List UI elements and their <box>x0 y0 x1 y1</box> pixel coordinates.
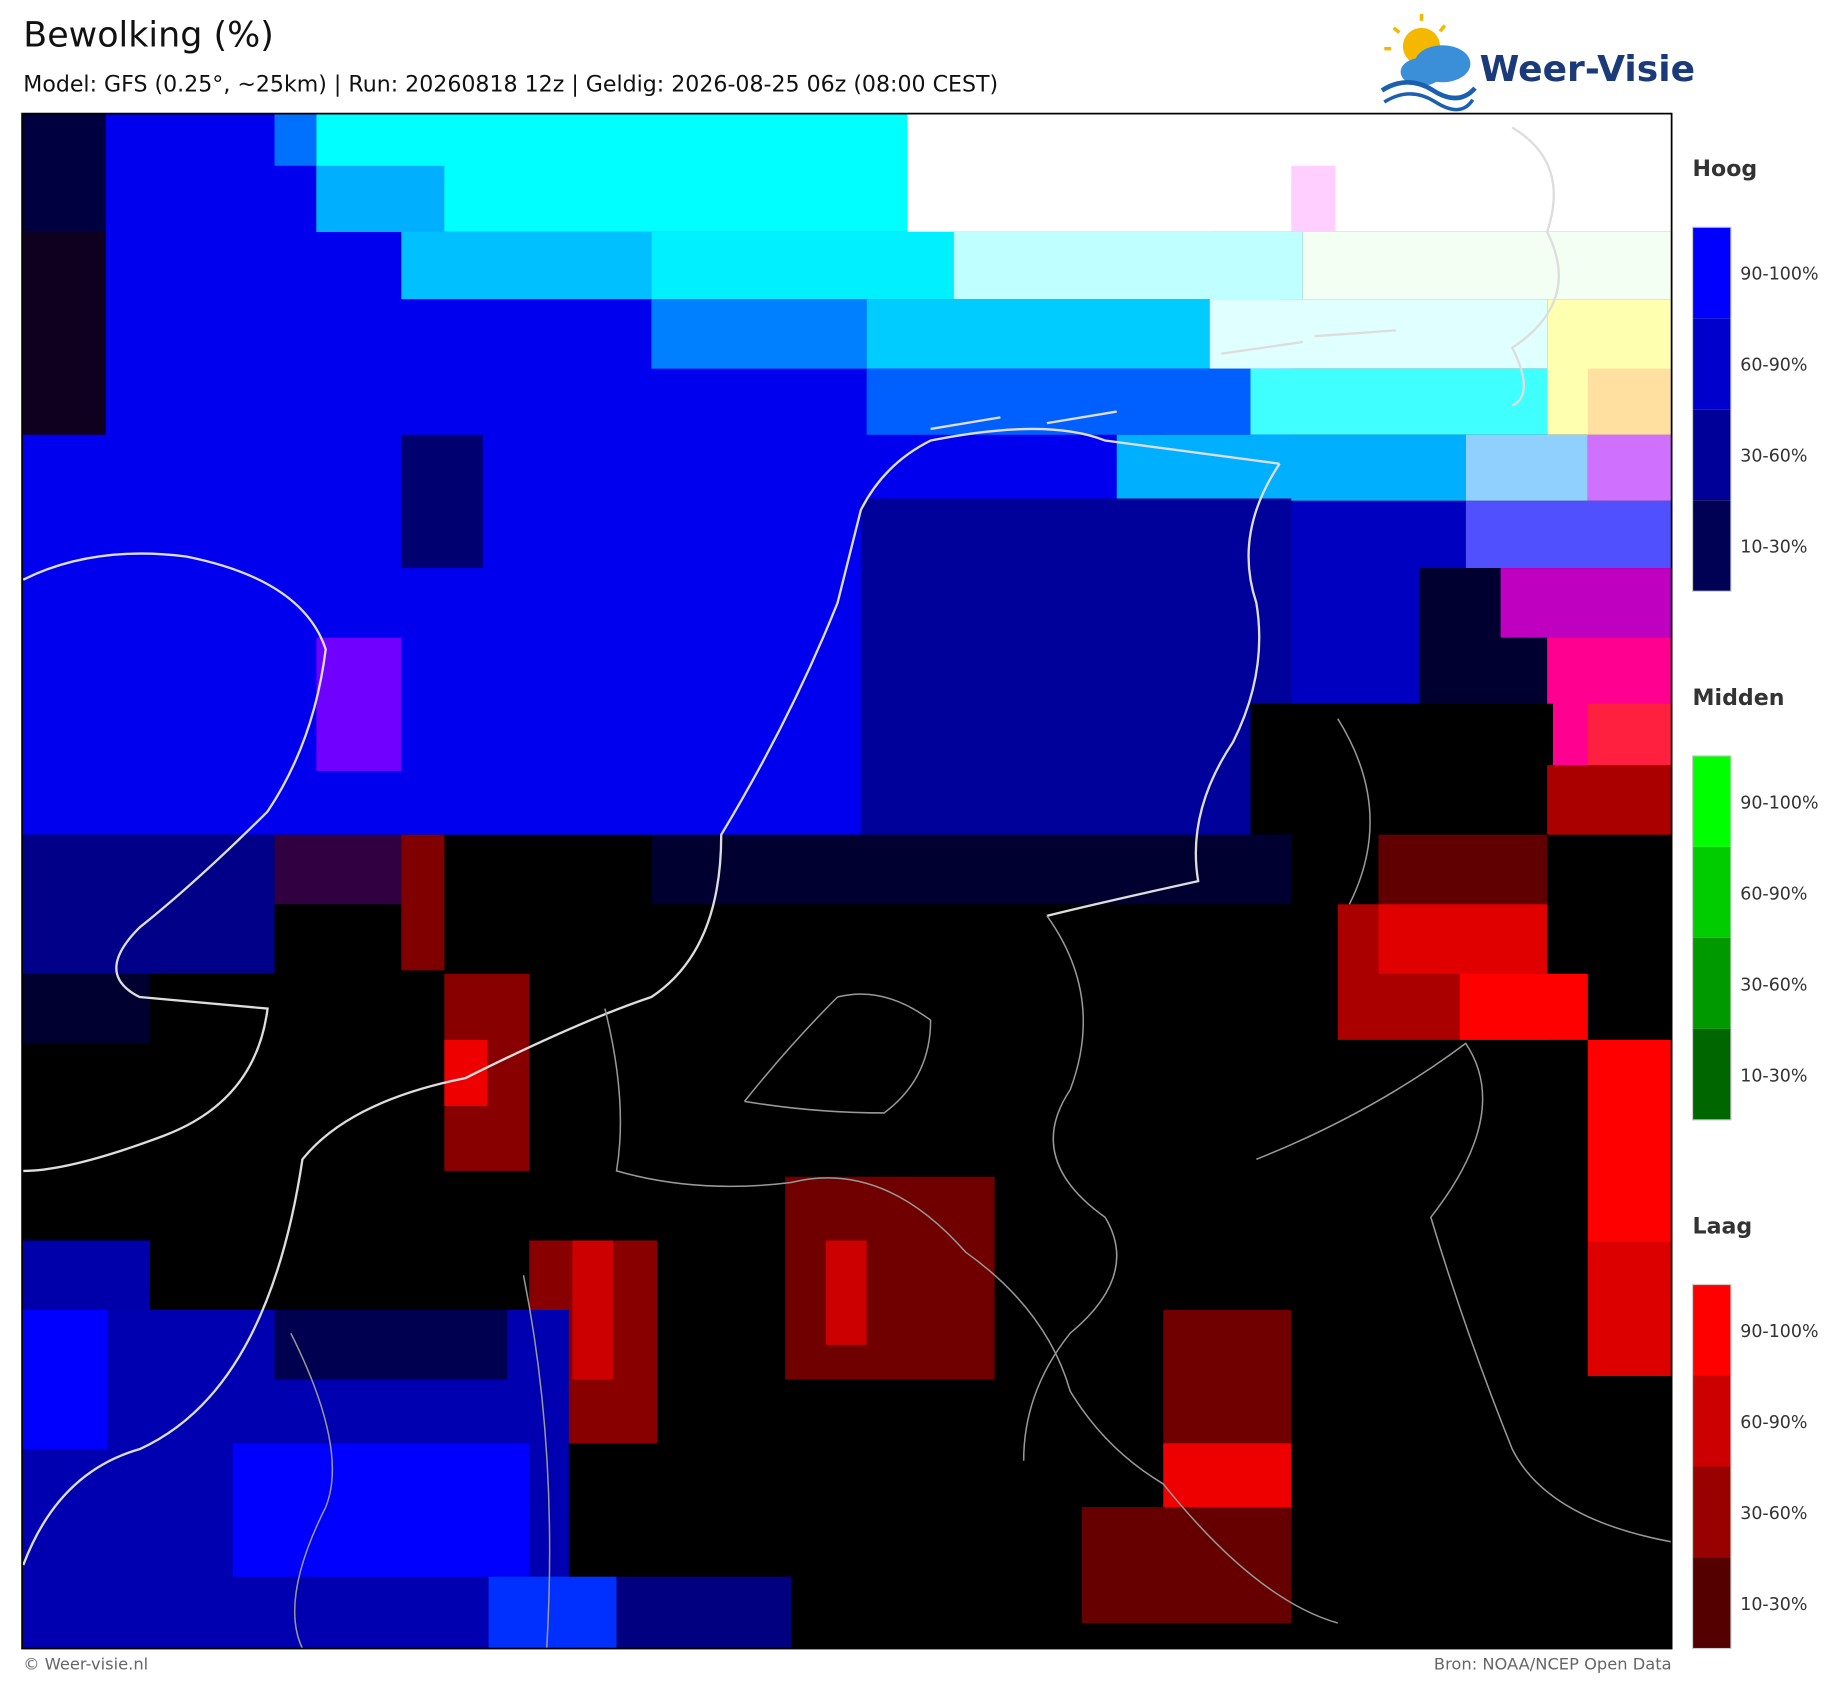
legend-label: 10-30% <box>1740 1595 1807 1615</box>
footer-right: Bron: NOAA/NCEP Open Data <box>1434 1654 1672 1673</box>
logo: Weer-Visie <box>1380 13 1695 112</box>
legend-swatch <box>1692 1375 1731 1467</box>
legend: Hoog 90-100% 60-90% 30-60% 10-30% Midden 90-10… <box>1691 157 1819 1650</box>
legend-swatch <box>1692 500 1731 592</box>
logo-text: Weer-Visie <box>1480 49 1695 90</box>
legend-label: 30-60% <box>1740 447 1807 467</box>
legend-swatch <box>1692 846 1731 938</box>
legend-frame <box>1691 226 1732 592</box>
legend-label: 60-90% <box>1740 884 1807 904</box>
legend-label: 30-60% <box>1740 1504 1807 1524</box>
legend-label: 10-30% <box>1740 1066 1807 1086</box>
legend-swatch <box>1692 227 1731 319</box>
title: Bewolking (%) <box>23 15 274 55</box>
legend-label: 90-100% <box>1740 1322 1818 1342</box>
legend-frame <box>1691 1283 1732 1650</box>
subtitle: Model: GFS (0.25°, ~25km) | Run: 2026081… <box>23 73 998 98</box>
legend-swatch <box>1692 1466 1731 1558</box>
legend-label: 30-60% <box>1740 975 1807 995</box>
legend-label: 10-30% <box>1740 538 1807 558</box>
legend-swatch <box>1692 937 1731 1029</box>
legend-label: 60-90% <box>1740 356 1807 376</box>
legend-swatch <box>1692 1284 1731 1376</box>
legend-title: Laag <box>1693 1215 1753 1240</box>
map <box>21 112 1673 1650</box>
legend-label: 60-90% <box>1740 1413 1807 1433</box>
legend-swatch <box>1692 1028 1731 1120</box>
legend-swatch <box>1692 318 1731 410</box>
legend-frame <box>1691 755 1732 1121</box>
legend-label: 90-100% <box>1740 793 1818 813</box>
legend-swatch <box>1692 1557 1731 1649</box>
legend-label: 90-100% <box>1740 265 1818 285</box>
legend-swatch <box>1692 409 1731 501</box>
footer-left: © Weer-visie.nl <box>23 1654 148 1673</box>
legend-title: Midden <box>1693 686 1785 711</box>
legend-title: Hoog <box>1693 157 1758 182</box>
legend-swatch <box>1692 755 1731 847</box>
